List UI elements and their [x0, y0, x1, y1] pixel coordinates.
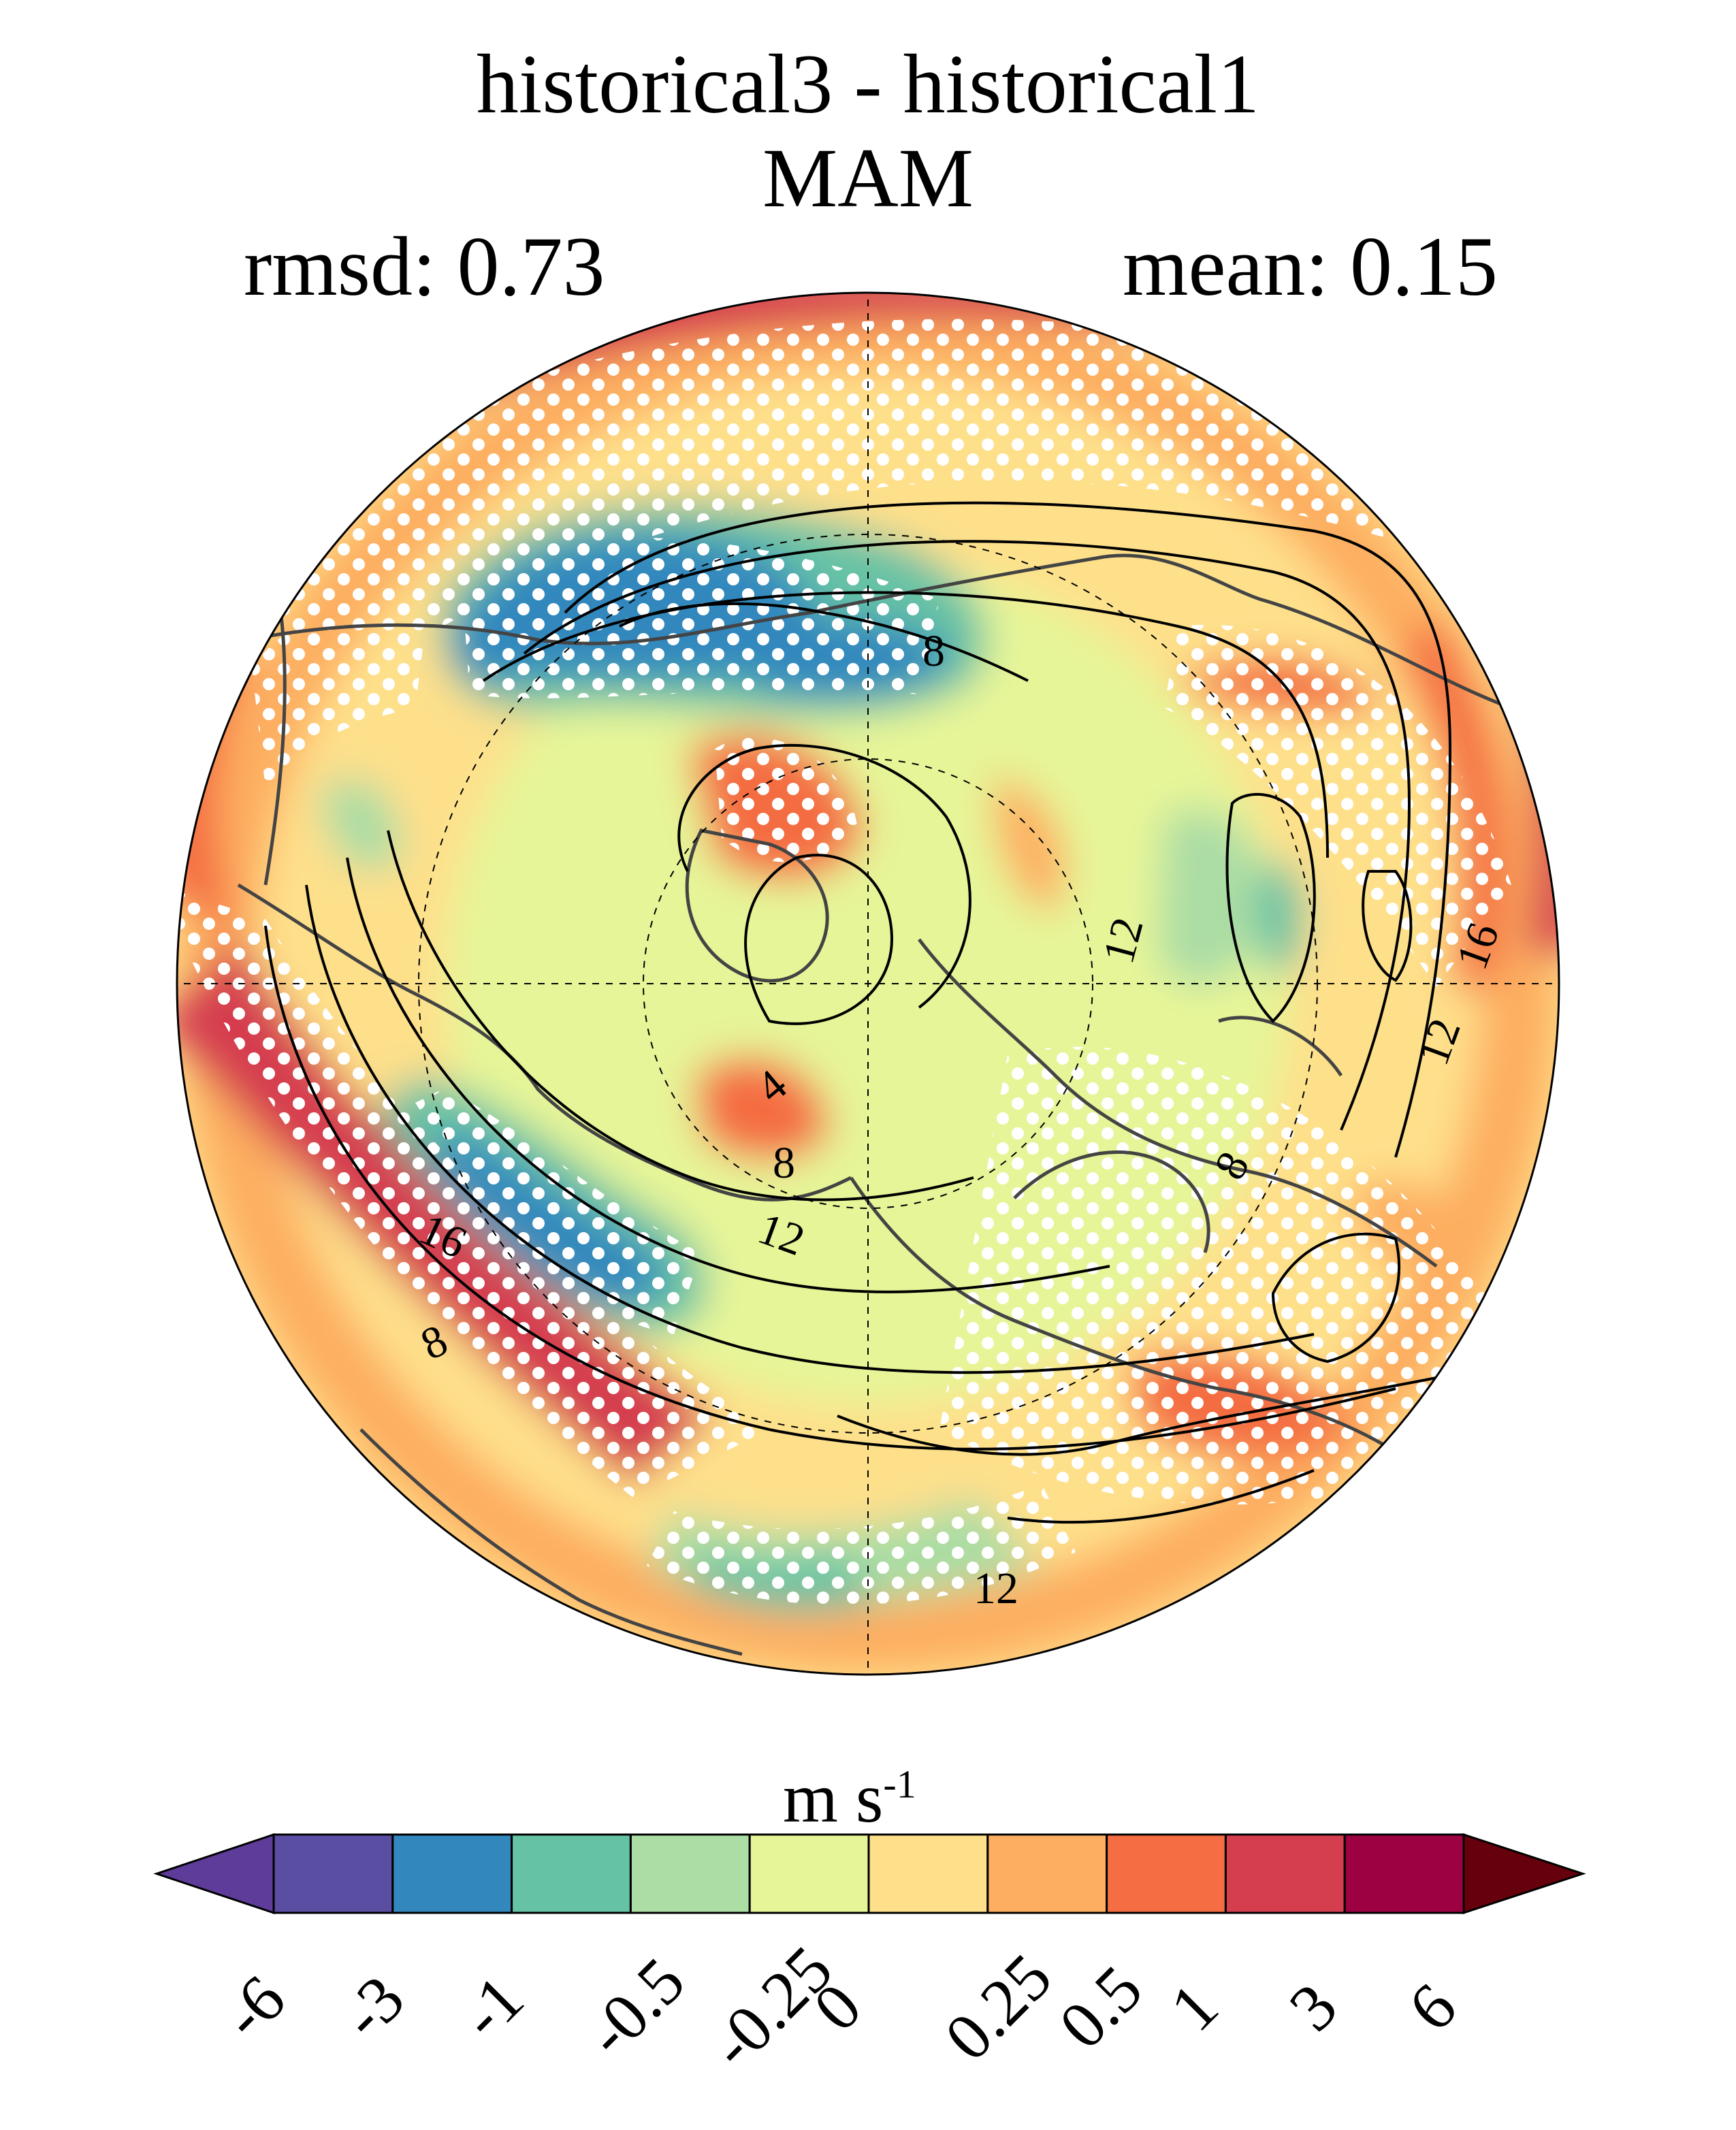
colorbar-box [748, 1833, 870, 1914]
colorbar-tick-label: 0.5 [1045, 1952, 1157, 2063]
title-line-1: historical3 - historical1 [476, 37, 1260, 131]
mean-label: mean: 0.15 [1123, 220, 1498, 313]
title-line-2: MAM [762, 131, 974, 225]
rmsd-label: rmsd: 0.73 [244, 220, 605, 313]
colorbar-box [1343, 1833, 1465, 1914]
colorbar-unit: m s-1 [783, 1759, 916, 1837]
colorbar-tick-label: 6 [1394, 1969, 1471, 2046]
contour-label: 8 [922, 626, 945, 676]
significance-stipple [177, 319, 1532, 1605]
colorbar-tick-label: -3 [327, 1961, 419, 2054]
contours [264, 501, 1452, 1524]
graticule [177, 293, 1559, 1675]
contour-label: 8 [773, 1138, 795, 1188]
colorbar-tick-label: 1 [1157, 1969, 1233, 2046]
colorbar-box [511, 1833, 632, 1914]
colorbar-tick-label: -1 [446, 1961, 538, 2054]
polar-map: 8 12 16 4 8 12 16 8 12 8 12 [176, 291, 1560, 1676]
contour-label: 12 [974, 1564, 1018, 1613]
colorbar-box [629, 1833, 751, 1914]
colorbar-tick-label: 0.25 [931, 1940, 1066, 2075]
map-fill [177, 293, 1559, 1675]
map-border [176, 291, 1560, 1676]
colorbar-box [867, 1833, 989, 1914]
colorbar-tick-label: -0.5 [572, 1943, 699, 2071]
colorbar-box [986, 1833, 1108, 1914]
colorbar-extend-low [153, 1833, 275, 1915]
colorbar-box [1106, 1833, 1227, 1914]
colorbar-tick-label: -6 [208, 1961, 300, 2054]
colorbar-box [391, 1833, 513, 1914]
colorbar-tick-label: 3 [1276, 1969, 1352, 2046]
colorbar-box [1224, 1833, 1346, 1914]
colorbar-box [272, 1833, 394, 1914]
colorbar-extend-high [1462, 1833, 1586, 1915]
colorbar [153, 1833, 1586, 1915]
